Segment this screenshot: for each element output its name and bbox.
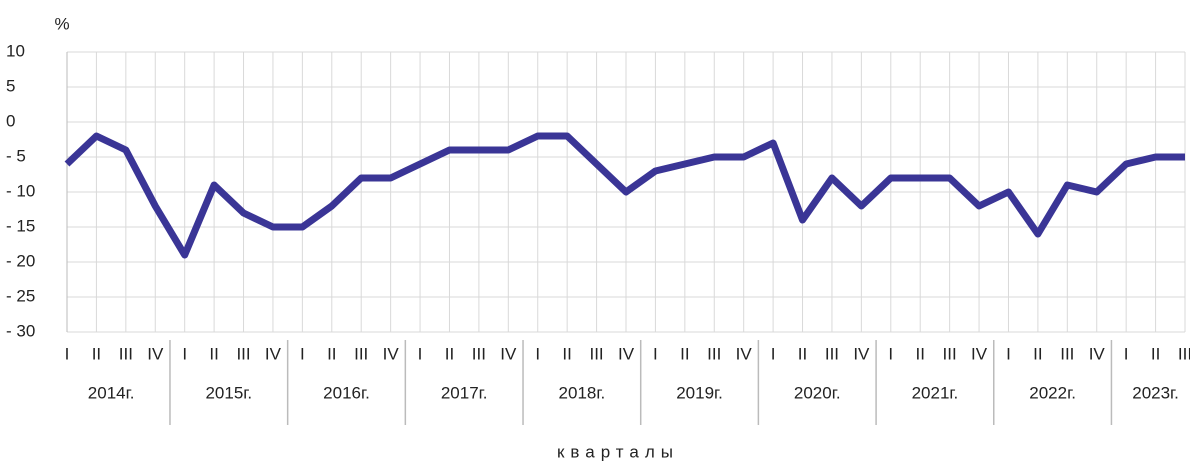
y-tick-label: - 25: [6, 286, 35, 305]
line-series: [64, 132, 1185, 259]
x-tick-label: III: [1178, 344, 1190, 363]
x-tick-label: III: [236, 344, 250, 363]
x-tick-label: I: [653, 344, 658, 363]
x-tick-label: I: [535, 344, 540, 363]
year-label: 2020г.: [794, 383, 841, 402]
y-tick-label: 10: [6, 41, 25, 60]
x-tick-label: III: [119, 344, 133, 363]
x-tick-label: II: [445, 344, 454, 363]
x-tick-label: I: [300, 344, 305, 363]
x-tick-label: II: [327, 344, 336, 363]
year-label: 2018г.: [559, 383, 606, 402]
x-tick-label: III: [707, 344, 721, 363]
x-tick-label: IV: [736, 344, 753, 363]
x-tick-label: II: [1151, 344, 1160, 363]
y-tick-label: 0: [6, 111, 15, 130]
x-tick-label: IV: [265, 344, 282, 363]
x-tick-label: III: [354, 344, 368, 363]
x-tick-label: I: [1124, 344, 1129, 363]
y-tick-label: - 15: [6, 216, 35, 235]
x-tick-label: I: [182, 344, 187, 363]
x-tick-label: III: [943, 344, 957, 363]
x-tick-label: II: [92, 344, 101, 363]
year-label: 2022г.: [1029, 383, 1076, 402]
x-tick-label: II: [798, 344, 807, 363]
x-tick-label: I: [65, 344, 70, 363]
x-tick-label: IV: [1089, 344, 1106, 363]
year-label: 2016г.: [323, 383, 370, 402]
x-tick-label: II: [562, 344, 571, 363]
y-tick-label: - 10: [6, 181, 35, 200]
x-tick-label: IV: [971, 344, 988, 363]
y-tick-label: - 20: [6, 251, 35, 270]
x-tick-label: I: [1006, 344, 1011, 363]
x-tick-label: III: [472, 344, 486, 363]
x-tick-label: III: [589, 344, 603, 363]
x-tick-label: III: [1060, 344, 1074, 363]
year-label: 2017г.: [441, 383, 488, 402]
x-tick-label: I: [888, 344, 893, 363]
x-tick-label: II: [1033, 344, 1042, 363]
x-tick-label: I: [771, 344, 776, 363]
y-tick-label: - 5: [6, 146, 26, 165]
x-tick-label: IV: [147, 344, 164, 363]
x-tick-label: II: [209, 344, 218, 363]
y-tick-label: 5: [6, 76, 15, 95]
year-label: 2019г.: [676, 383, 723, 402]
x-tick-label: III: [825, 344, 839, 363]
x-axis-label: кварталы: [557, 442, 679, 461]
x-tick-label: II: [915, 344, 924, 363]
year-label: 2015г.: [205, 383, 252, 402]
y-tick-label: - 30: [6, 321, 35, 340]
y-unit: %: [54, 14, 69, 33]
x-tick-label: II: [680, 344, 689, 363]
x-tick-label: IV: [618, 344, 635, 363]
x-tick-label: IV: [853, 344, 870, 363]
x-tick-label: IV: [383, 344, 400, 363]
year-label: 2021г.: [912, 383, 959, 402]
x-tick-label: IV: [500, 344, 517, 363]
x-tick-label: I: [418, 344, 423, 363]
year-label: 2023г.: [1132, 383, 1179, 402]
year-label: 2014г.: [88, 383, 135, 402]
